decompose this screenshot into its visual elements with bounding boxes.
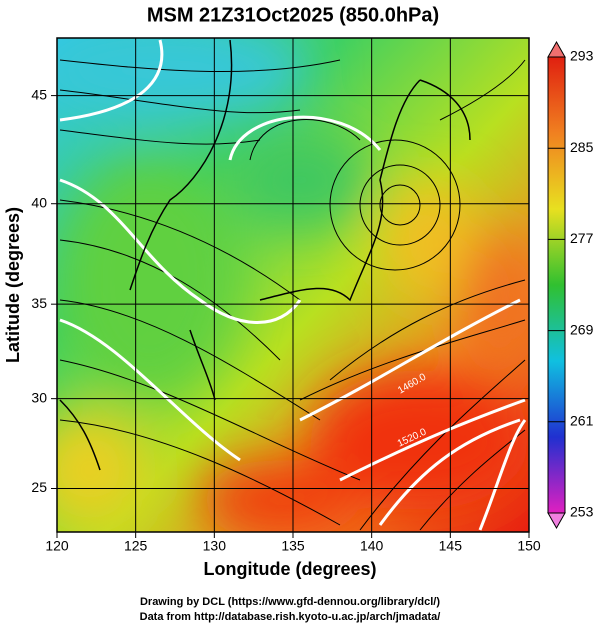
colorbar <box>547 56 566 514</box>
colorbar-tick-label: 261 <box>570 413 594 429</box>
colorbar-max-arrow <box>547 40 566 58</box>
y-axis-label: Latitude (degrees) <box>3 207 23 363</box>
y-tick-label: 35 <box>31 295 47 311</box>
coastlines <box>59 39 471 471</box>
x-tick-label: 150 <box>517 538 541 554</box>
field <box>57 38 529 532</box>
x-tick-label: 140 <box>360 538 384 554</box>
x-axis-label: Longitude (degrees) <box>203 559 376 579</box>
chart-title: MSM 21Z31Oct2025 (850.0hPa) <box>147 4 439 26</box>
contours <box>59 39 527 531</box>
streamlines <box>59 59 526 531</box>
colorbar-min-arrow <box>547 512 566 530</box>
footer-line: Data from http://database.rish.kyoto-u.a… <box>140 611 441 623</box>
colorbar-tick-label: 269 <box>570 321 594 337</box>
colorbar-tick-label: 293 <box>570 48 594 64</box>
y-tick-label: 25 <box>31 479 47 495</box>
footer-line: Drawing by DCL (https://www.gfd-dennou.o… <box>140 596 440 608</box>
x-tick-label: 135 <box>281 538 305 554</box>
colorbar-tick-label: 253 <box>570 504 594 520</box>
colorbar-tick-label: 285 <box>570 139 594 155</box>
y-tick-label: 45 <box>31 86 47 102</box>
x-tick-label: 125 <box>124 538 148 554</box>
x-tick-label: 130 <box>203 538 227 554</box>
y-tick-label: 40 <box>31 194 47 210</box>
x-tick-label: 145 <box>439 538 463 554</box>
x-tick-label: 120 <box>45 538 69 554</box>
y-tick-label: 30 <box>31 389 47 405</box>
colorbar-tick-label: 277 <box>570 230 594 246</box>
